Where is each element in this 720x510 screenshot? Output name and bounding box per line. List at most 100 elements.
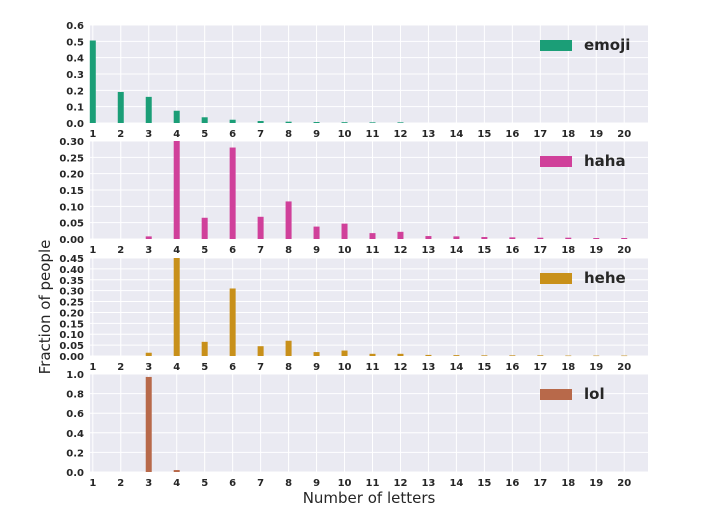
panel-2-x-tick-label: 10 <box>338 362 352 373</box>
panel-1-bar-15 <box>481 237 488 239</box>
panel-2-x-tick-label: 18 <box>561 362 575 373</box>
panel-3-y-tick-label: 0.8 <box>66 390 84 401</box>
panel-0-bar-1 <box>89 40 96 124</box>
panel-1-x-tick-label: 7 <box>257 245 264 256</box>
panel-2-x-tick-label: 4 <box>173 362 180 373</box>
panel-2-x-tick-label: 5 <box>201 362 208 373</box>
y-axis-label: Fraction of people <box>36 240 54 375</box>
panel-1-bar-9 <box>313 226 320 239</box>
panel-3-background <box>90 374 648 472</box>
panel-1-x-tick-label: 5 <box>201 245 208 256</box>
panel-1-bar-16 <box>509 237 516 239</box>
panel-0-x-tick-label: 12 <box>394 129 408 140</box>
panel-2-bar-18 <box>565 355 572 357</box>
panel-1-x-tick-label: 1 <box>89 245 96 256</box>
panel-2-x-tick-label: 19 <box>589 362 603 373</box>
panel-1-bar-14 <box>453 236 460 239</box>
panel-1-x-tick-label: 12 <box>394 245 408 256</box>
panel-2-bar-8 <box>285 340 292 356</box>
panel-2-y-tick-label: 0.00 <box>59 352 84 363</box>
panel-2-y-tick-label: 0.40 <box>59 265 84 276</box>
panel-1-x-tick-label: 6 <box>229 245 236 256</box>
panel-0-x-tick-label: 6 <box>229 129 236 140</box>
panel-2-bar-14 <box>453 355 460 356</box>
panel-2-bar-15 <box>481 355 488 356</box>
panel-1-y-tick-label: 0.05 <box>59 219 84 230</box>
panel-3-x-tick-label: 17 <box>533 478 547 489</box>
panel-2-bar-9 <box>313 352 320 356</box>
panel-3-x-tick-label: 14 <box>449 478 463 489</box>
panel-2-x-tick-label: 12 <box>394 362 408 373</box>
panel-1-x-tick-label: 13 <box>421 245 435 256</box>
panel-1-x-tick-label: 2 <box>117 245 124 256</box>
panel-0-x-tick-label: 15 <box>477 129 491 140</box>
panel-2-bar-20 <box>621 355 628 357</box>
panel-3-x-tick-label: 19 <box>589 478 603 489</box>
panel-3-x-tick-label: 2 <box>117 478 124 489</box>
panel-1-x-tick-label: 19 <box>589 245 603 256</box>
panel-1-bar-11 <box>369 233 376 239</box>
panel-0-x-tick-label: 16 <box>505 129 519 140</box>
panel-1-x-tick-label: 14 <box>449 245 463 256</box>
panel-0-x-tick-label: 7 <box>257 129 264 140</box>
panel-3-legend-swatch <box>540 389 572 400</box>
panel-3-y-tick-label: 0.4 <box>66 429 84 440</box>
panel-3-x-tick-label: 12 <box>394 478 408 489</box>
panel-1-bar-13 <box>425 236 432 239</box>
panel-0-y-tick-label: 0.3 <box>66 70 84 81</box>
panel-2-bar-13 <box>425 354 432 356</box>
panel-1-x-tick-label: 3 <box>145 245 152 256</box>
panel-0-x-tick-label: 10 <box>338 129 352 140</box>
panel-0-bar-6 <box>229 119 236 123</box>
panel-3-bar-4 <box>173 470 180 472</box>
panel-3: 0.00.20.40.60.81.01 2 3 4 5 6 7 8 9 10 11 12 13 14 15 1… <box>66 370 648 489</box>
panel-0-x-tick-label: 3 <box>145 129 152 140</box>
panel-0-x-tick-label: 19 <box>589 129 603 140</box>
panel-0-x-tick-label: 4 <box>173 129 180 140</box>
panel-3-x-tick-label: 5 <box>201 478 208 489</box>
panel-3-x-tick-label: 1 <box>89 478 96 489</box>
panel-3-x-tick-label: 15 <box>477 478 491 489</box>
panel-2-x-tick-label: 16 <box>505 362 519 373</box>
panel-2-legend-label: hehe <box>584 269 626 287</box>
panel-0-bar-10 <box>341 122 348 123</box>
panel-2-bar-17 <box>537 355 544 356</box>
panel-1-bar-12 <box>397 231 404 239</box>
panel-0-bar-7 <box>257 121 264 123</box>
panel-1-bar-7 <box>257 216 264 239</box>
panel-1-y-tick-label: 0.25 <box>59 153 84 164</box>
panel-0-legend-swatch <box>540 40 572 51</box>
panel-0-bar-3 <box>145 96 152 123</box>
panel-1-y-tick-label: 0.10 <box>59 202 84 213</box>
panel-2-y-tick-label: 0.05 <box>59 341 84 352</box>
panel-1-x-tick-label: 18 <box>561 245 575 256</box>
panel-1-legend-swatch <box>540 156 572 167</box>
panel-3-y-tick-label: 0.2 <box>66 448 84 459</box>
panel-3-x-tick-label: 20 <box>617 478 631 489</box>
panel-0-bar-2 <box>117 91 124 123</box>
panel-1-bar-19 <box>593 238 600 239</box>
panel-0-y-tick-label: 0.1 <box>66 103 84 114</box>
panel-1-y-tick-label: 0.00 <box>59 235 84 246</box>
panel-0-bar-11 <box>369 122 376 123</box>
panel-1-x-tick-label: 8 <box>285 245 292 256</box>
panel-2-y-tick-label: 0.20 <box>59 308 84 319</box>
panel-3-y-tick-label: 0.6 <box>66 409 84 420</box>
panel-3-x-tick-label: 8 <box>285 478 292 489</box>
panel-0-y-tick-label: 0.2 <box>66 86 84 97</box>
panel-0-bar-8 <box>285 121 292 123</box>
panel-1-legend-label: haha <box>584 152 626 170</box>
panel-2-background <box>90 258 648 356</box>
panel-2-x-tick-label: 15 <box>477 362 491 373</box>
panel-0-legend-label: emoji <box>584 36 630 54</box>
panel-1-bar-18 <box>565 237 572 239</box>
panel-0-bar-5 <box>201 117 208 123</box>
panel-1-bar-3 <box>145 236 152 239</box>
panel-1-x-tick-label: 20 <box>617 245 631 256</box>
panel-3-y-tick-label: 1.0 <box>66 370 84 381</box>
panel-2-bar-3 <box>145 352 152 356</box>
panel-2-x-tick-label: 9 <box>313 362 320 373</box>
panel-2-x-tick-label: 13 <box>421 362 435 373</box>
panel-2-x-tick-label: 20 <box>617 362 631 373</box>
